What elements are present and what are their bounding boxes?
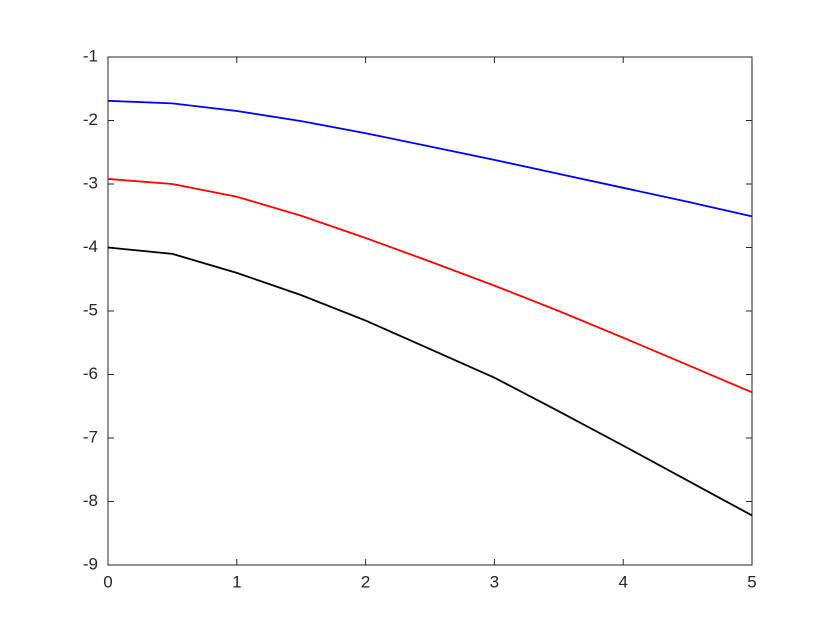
x-tick-label: 3: [490, 572, 499, 591]
y-tick-label: -9: [83, 554, 98, 573]
y-tick-label: -6: [83, 364, 98, 383]
y-tick-label: -8: [83, 491, 98, 510]
x-tick-label: 0: [103, 572, 112, 591]
y-tick-label: -2: [83, 110, 98, 129]
x-tick-label: 5: [747, 572, 756, 591]
x-tick-label: 1: [232, 572, 241, 591]
y-tick-label: -1: [83, 46, 98, 65]
x-tick-label: 2: [361, 572, 370, 591]
plot-area: [107, 56, 753, 566]
y-tick-label: -5: [83, 300, 98, 319]
y-tick-label: -4: [83, 237, 98, 256]
data-line: [107, 178, 753, 394]
x-tick-label: 4: [618, 572, 627, 591]
y-tick-label: -7: [83, 427, 98, 446]
y-tick-label: -3: [83, 173, 98, 192]
data-line: [107, 99, 753, 218]
data-line: [107, 246, 753, 517]
